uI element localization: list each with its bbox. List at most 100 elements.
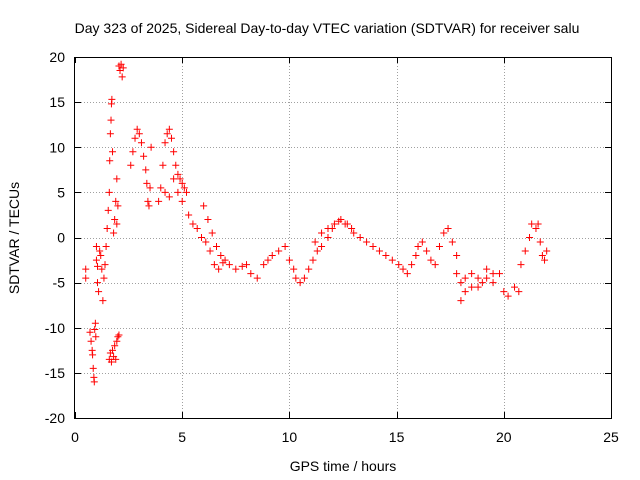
data-point bbox=[337, 215, 345, 223]
data-point bbox=[489, 279, 497, 287]
data-point bbox=[403, 270, 411, 278]
data-point bbox=[115, 331, 123, 339]
data-point bbox=[94, 262, 102, 270]
data-point bbox=[217, 252, 225, 260]
data-point bbox=[504, 292, 512, 300]
data-point bbox=[111, 215, 119, 223]
y-tick-label: -10 bbox=[45, 320, 65, 336]
data-point bbox=[170, 175, 178, 183]
data-point bbox=[457, 297, 465, 305]
data-point bbox=[431, 261, 439, 269]
data-point bbox=[521, 247, 529, 255]
data-point bbox=[453, 252, 461, 260]
data-point bbox=[496, 270, 504, 278]
y-tick-label: 0 bbox=[57, 230, 65, 246]
data-point bbox=[204, 215, 212, 223]
data-point bbox=[110, 229, 118, 237]
data-point bbox=[189, 220, 197, 228]
data-point bbox=[129, 148, 137, 156]
data-point bbox=[137, 139, 145, 147]
data-point bbox=[197, 234, 205, 241]
data-point bbox=[300, 274, 308, 282]
data-point bbox=[103, 224, 111, 232]
data-point bbox=[213, 243, 221, 251]
data-point bbox=[292, 274, 300, 282]
data-point bbox=[538, 252, 546, 260]
data-point bbox=[474, 283, 482, 291]
data-point bbox=[423, 247, 431, 255]
data-point bbox=[107, 358, 115, 366]
data-point bbox=[225, 261, 233, 269]
data-point bbox=[375, 247, 383, 255]
data-point bbox=[318, 229, 326, 237]
data-point bbox=[260, 261, 268, 269]
data-point bbox=[461, 288, 469, 296]
y-tick-label: 5 bbox=[57, 184, 65, 200]
data-point bbox=[528, 220, 536, 228]
data-point bbox=[517, 261, 525, 269]
x-tick-label: 5 bbox=[178, 429, 186, 445]
data-point bbox=[178, 197, 186, 205]
data-point bbox=[104, 206, 112, 214]
data-point bbox=[112, 355, 120, 363]
data-point bbox=[313, 247, 321, 255]
data-point bbox=[167, 134, 175, 142]
x-tick-label: 15 bbox=[389, 429, 405, 445]
data-point bbox=[90, 378, 98, 386]
data-point bbox=[435, 243, 443, 251]
data-point bbox=[290, 265, 298, 273]
data-point bbox=[157, 184, 165, 192]
data-point bbox=[155, 197, 163, 205]
data-point bbox=[108, 95, 116, 103]
data-point bbox=[264, 256, 272, 264]
data-point bbox=[145, 202, 153, 210]
data-point bbox=[101, 261, 109, 269]
data-point bbox=[268, 252, 276, 260]
data-point bbox=[113, 220, 121, 228]
data-point bbox=[161, 188, 169, 196]
data-point bbox=[461, 274, 469, 282]
data-point bbox=[99, 297, 107, 305]
data-point bbox=[86, 328, 94, 336]
data-point bbox=[91, 319, 99, 327]
data-point bbox=[127, 161, 135, 169]
data-point bbox=[311, 238, 319, 246]
data-point bbox=[95, 288, 103, 296]
data-point bbox=[515, 288, 523, 296]
data-point bbox=[511, 283, 519, 291]
data-point bbox=[106, 130, 114, 138]
data-point bbox=[193, 224, 201, 232]
x-tick-label: 25 bbox=[603, 429, 619, 445]
data-point bbox=[159, 161, 167, 169]
y-tick-label: 20 bbox=[49, 49, 65, 65]
data-point bbox=[489, 270, 497, 278]
data-point bbox=[483, 265, 491, 273]
data-point bbox=[119, 64, 127, 72]
y-tick-label: -5 bbox=[53, 275, 66, 291]
data-point bbox=[109, 346, 117, 354]
data-point bbox=[92, 256, 100, 264]
data-point bbox=[163, 130, 171, 138]
data-point bbox=[180, 184, 188, 192]
data-point bbox=[114, 333, 122, 341]
data-point bbox=[324, 224, 332, 232]
data-point bbox=[147, 143, 155, 151]
data-point bbox=[238, 262, 246, 270]
data-point bbox=[243, 261, 251, 269]
data-point bbox=[309, 256, 317, 264]
y-tick-label: 15 bbox=[49, 94, 65, 110]
data-point bbox=[112, 197, 120, 205]
data-point bbox=[324, 234, 332, 241]
y-axis-label: SDTVAR / TECUs bbox=[6, 182, 22, 294]
data-point bbox=[178, 179, 186, 187]
data-point bbox=[96, 247, 104, 255]
data-point bbox=[448, 238, 456, 246]
x-tick-labels: 0 5 10 15 20 25 bbox=[71, 429, 619, 445]
data-point bbox=[532, 224, 540, 232]
data-point bbox=[395, 261, 403, 269]
data-point bbox=[114, 202, 122, 210]
data-point bbox=[91, 326, 99, 334]
data-point bbox=[215, 265, 223, 273]
data-point bbox=[285, 256, 293, 264]
